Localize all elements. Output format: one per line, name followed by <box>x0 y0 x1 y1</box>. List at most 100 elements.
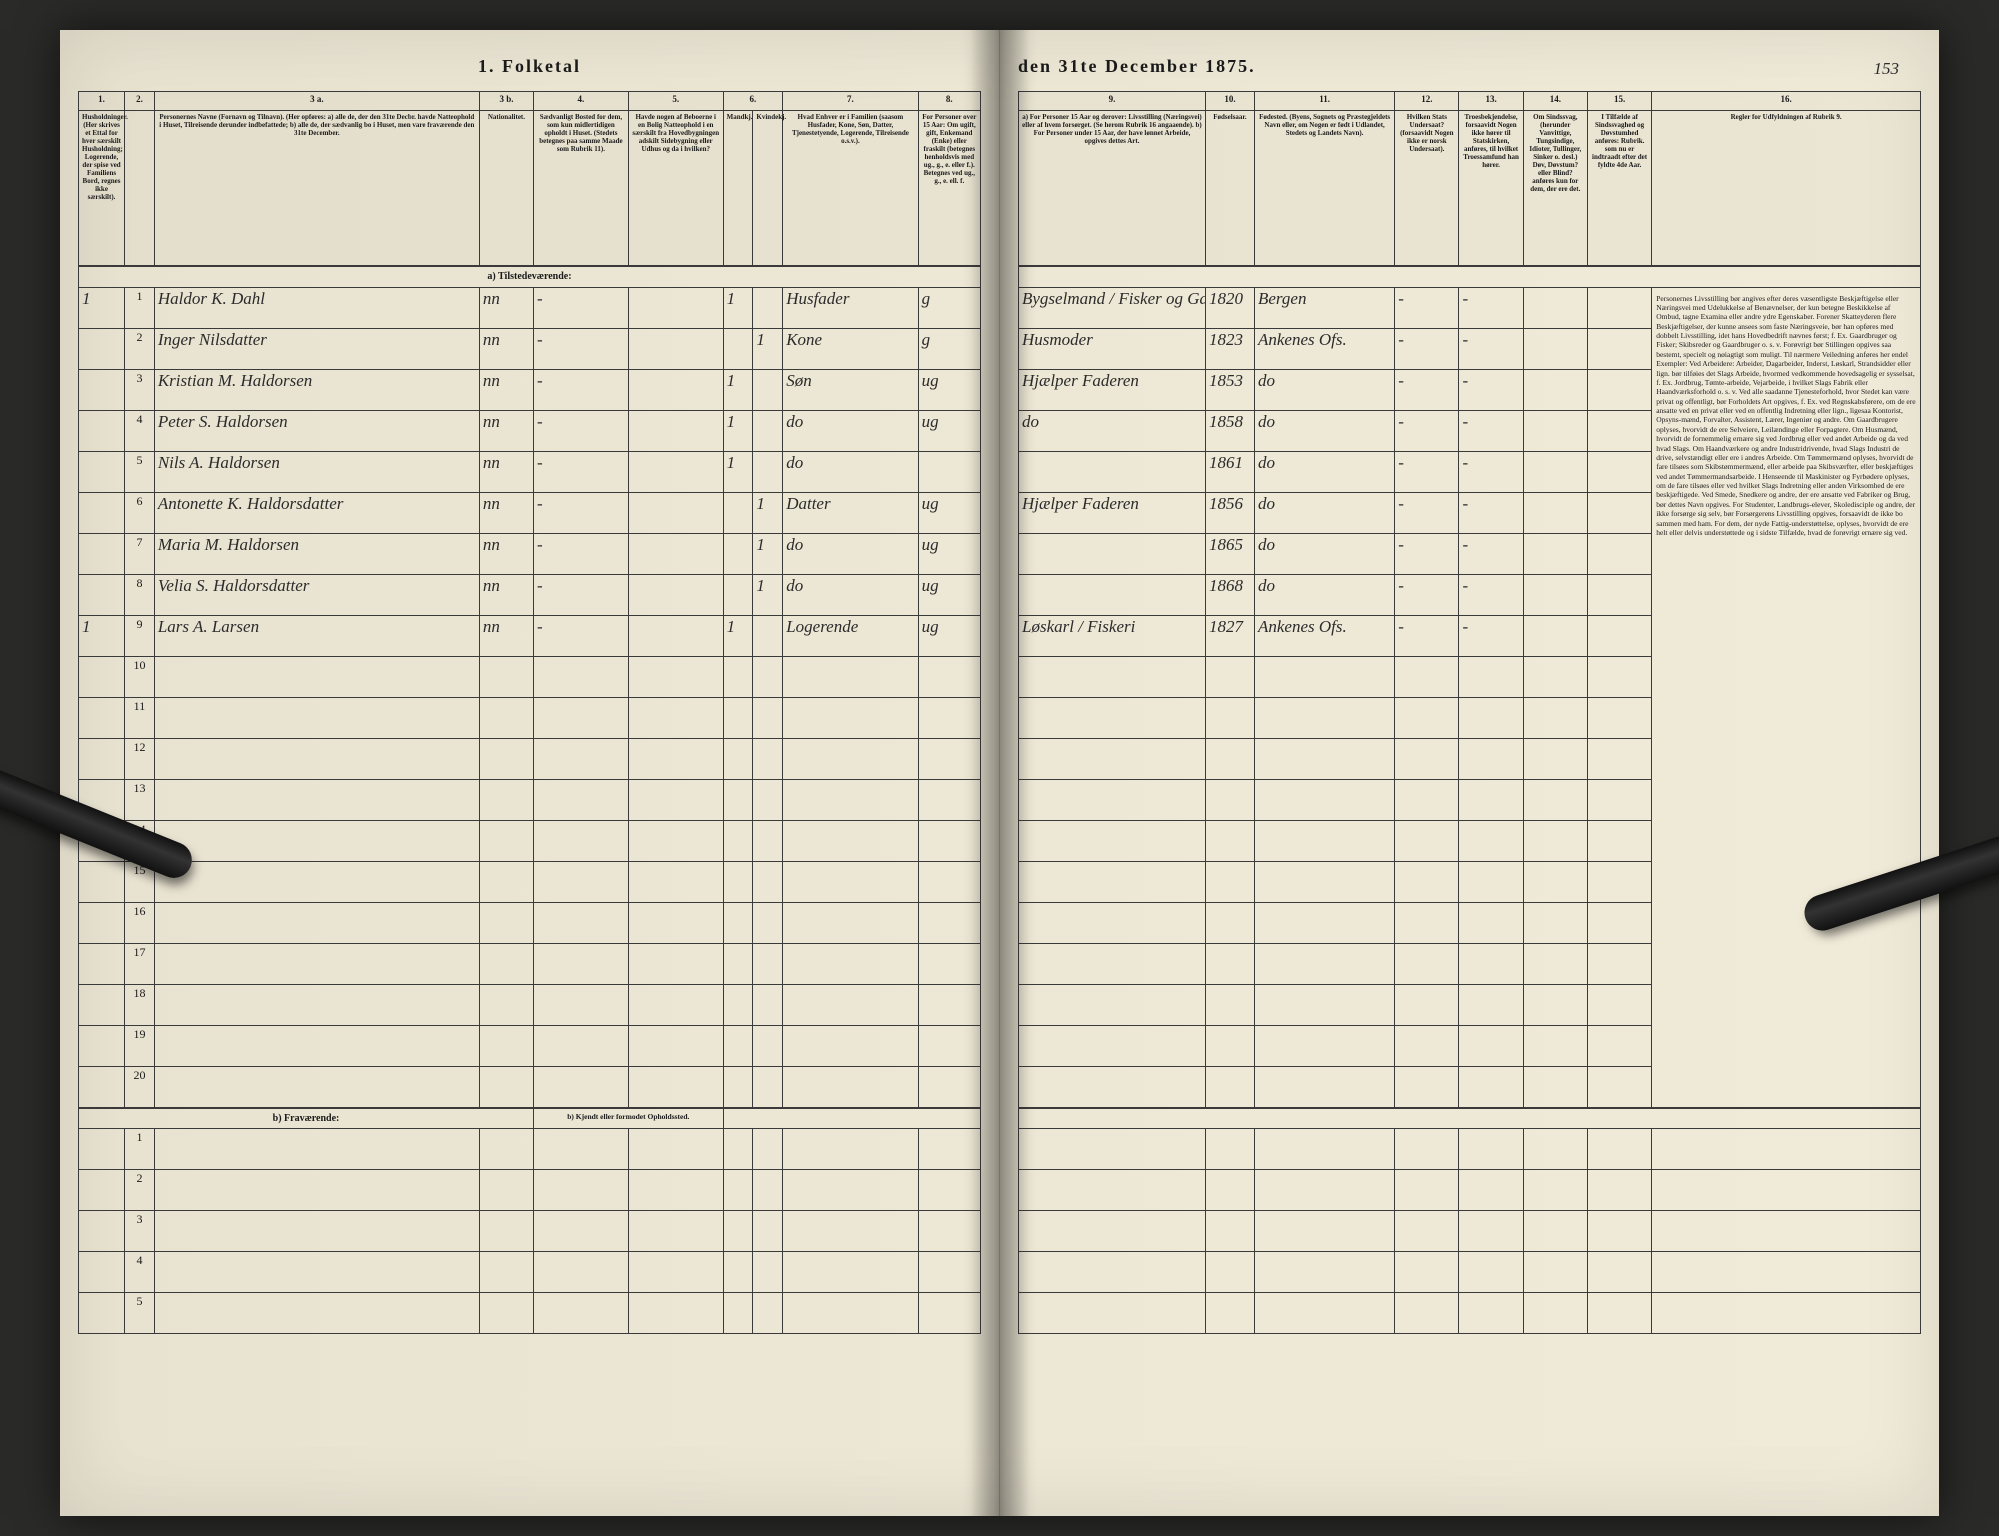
cell-empty <box>753 779 783 820</box>
row-num: 6 <box>125 492 155 533</box>
cell-tro: - <box>1459 287 1523 328</box>
cell-stilling: Husmoder <box>1019 328 1206 369</box>
table-row: 11 <box>79 697 981 738</box>
cell-aar: 1865 <box>1205 533 1254 574</box>
table-row: 14 <box>79 820 981 861</box>
cell-empty <box>534 1211 629 1252</box>
cell-empty <box>753 1252 783 1293</box>
cell-dov <box>1587 533 1651 574</box>
row-num: 4 <box>125 410 155 451</box>
cell-kk <box>753 369 783 410</box>
row-num: 1 <box>125 1129 155 1170</box>
cell-empty <box>154 1293 479 1334</box>
cell-empty <box>1652 1211 1921 1252</box>
cell-empty <box>783 984 918 1025</box>
cell-empty <box>154 1170 479 1211</box>
cell-empty <box>1652 1252 1921 1293</box>
cell-empty <box>753 738 783 779</box>
cell-empty <box>753 984 783 1025</box>
table-row: 1 <box>79 1129 981 1170</box>
ledger-book: 1. Folketal 1.2.3 a.3 b.4.5.6.7.8. Husho… <box>60 30 1939 1516</box>
cell-empty <box>1523 1066 1587 1108</box>
cell-fsted: do <box>1255 369 1395 410</box>
cell-bosted: - <box>534 451 629 492</box>
cell-civ <box>918 451 980 492</box>
cell-fam: Søn <box>783 369 918 410</box>
cell-hh <box>79 943 125 984</box>
cell-kk: 1 <box>753 574 783 615</box>
cell-fsted: do <box>1255 451 1395 492</box>
cell-empty <box>1459 656 1523 697</box>
cell-empty <box>753 1066 783 1108</box>
cell-empty <box>783 1129 918 1170</box>
cell-empty <box>154 1129 479 1170</box>
cell-empty <box>534 1170 629 1211</box>
table-row: 4Peter S. Haldorsennn-1doug <box>79 410 981 451</box>
cell-stat: - <box>1395 492 1459 533</box>
cell-kk: 1 <box>753 492 783 533</box>
table-row <box>1019 1129 1921 1170</box>
cell-empty <box>479 1066 533 1108</box>
col-head <box>125 111 155 267</box>
cell-empty <box>534 738 629 779</box>
cell-tro: - <box>1459 615 1523 656</box>
cell-empty <box>628 1025 723 1066</box>
cell-empty <box>753 1025 783 1066</box>
cell-empty <box>479 943 533 984</box>
cell-dov <box>1587 451 1651 492</box>
col-head: Om Sindssvag, (herunder Vanvittige, Tung… <box>1523 111 1587 267</box>
col-head: a) For Personer 15 Aar og derover: Livss… <box>1019 111 1206 267</box>
row-num: 5 <box>125 1293 155 1334</box>
title-right: den 31te December 1875. <box>1018 56 1921 77</box>
col-num: 16. <box>1652 92 1921 111</box>
cell-fsted: Ankenes Ofs. <box>1255 615 1395 656</box>
cell-empty <box>1587 1170 1651 1211</box>
table-row: 13 <box>79 779 981 820</box>
cell-empty <box>154 943 479 984</box>
row-num: 9 <box>125 615 155 656</box>
cell-name: Lars A. Larsen <box>154 615 479 656</box>
cell-empty <box>534 1129 629 1170</box>
cell-empty <box>918 738 980 779</box>
col-head: Personernes Navne (Fornavn og Tilnavn). … <box>154 111 479 267</box>
cell-stilling <box>1019 451 1206 492</box>
col-head: For Personer over 15 Aar: Om ugift, gift… <box>918 111 980 267</box>
col-num: 4. <box>534 92 629 111</box>
cell-empty <box>918 1129 980 1170</box>
cell-empty <box>1459 1025 1523 1066</box>
cell-empty <box>1587 1129 1651 1170</box>
cell-sind <box>1523 451 1587 492</box>
cell-empty <box>783 779 918 820</box>
cell-empty <box>534 1066 629 1108</box>
cell-empty <box>723 779 753 820</box>
cell-empty <box>918 1170 980 1211</box>
cell-empty <box>1523 1129 1587 1170</box>
table-row: 10 <box>79 656 981 697</box>
cell-empty <box>628 656 723 697</box>
cell-empty <box>628 1211 723 1252</box>
table-row: 15 <box>79 861 981 902</box>
cell-name: Kristian M. Haldorsen <box>154 369 479 410</box>
col-num: 12. <box>1395 92 1459 111</box>
cell-sind <box>1523 369 1587 410</box>
cell-tro: - <box>1459 410 1523 451</box>
cell-name: Nils A. Haldorsen <box>154 451 479 492</box>
cell-empty <box>154 738 479 779</box>
cell-stat: - <box>1395 369 1459 410</box>
cell-mk: 1 <box>723 287 753 328</box>
col-head: Kvindekj. <box>753 111 783 267</box>
table-row: 6Antonette K. Haldorsdatternn-1Datterug <box>79 492 981 533</box>
cell-empty <box>1523 820 1587 861</box>
table-row: 2Inger Nilsdatternn-1Koneg <box>79 328 981 369</box>
cell-hh <box>79 451 125 492</box>
cell-empty <box>1019 1025 1206 1066</box>
cell-empty <box>783 1170 918 1211</box>
cell-empty <box>534 1252 629 1293</box>
cell-empty <box>783 697 918 738</box>
cell-empty <box>1523 738 1587 779</box>
cell-empty <box>1523 1211 1587 1252</box>
cell-empty <box>1395 779 1459 820</box>
col-head: Mandkj. <box>723 111 753 267</box>
cell-empty <box>1205 779 1254 820</box>
cell-empty <box>918 697 980 738</box>
